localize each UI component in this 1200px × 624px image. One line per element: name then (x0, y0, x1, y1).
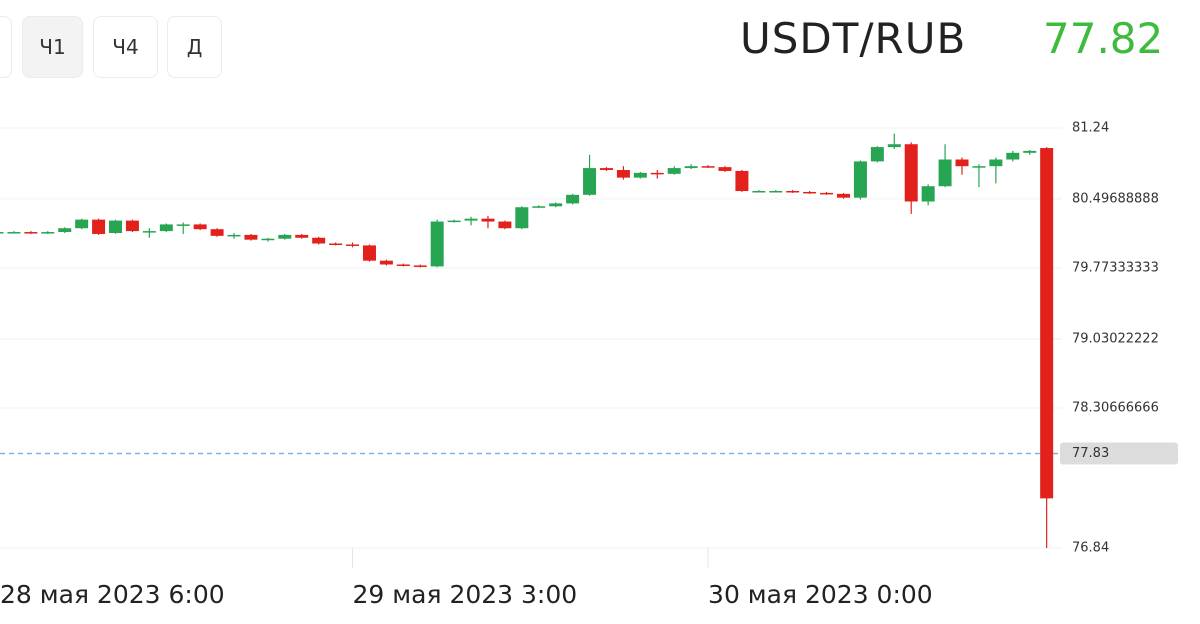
candle-body (278, 234, 292, 239)
candle-body (887, 144, 901, 148)
candle-body (938, 159, 952, 187)
candle-body (261, 238, 275, 241)
candle-body (193, 224, 207, 230)
candle-body (650, 172, 664, 175)
candle-body (532, 206, 546, 208)
candle-body (464, 218, 478, 221)
candle-body (853, 161, 867, 198)
candle-body (447, 220, 461, 223)
y-tick-label: 81.24 (1072, 121, 1109, 136)
candle-body (616, 170, 630, 178)
x-tick-label: 29 мая 2023 3:00 (353, 580, 578, 609)
candle-body (92, 219, 106, 234)
symbol: USDT/RUB (740, 14, 967, 63)
candle-body (718, 167, 732, 171)
candle-body (972, 166, 986, 168)
y-tick-label: 80.49688888 (1072, 191, 1159, 206)
timeframe-button[interactable]: Д (167, 16, 222, 78)
candle-body (904, 144, 918, 202)
candle-body (41, 232, 55, 234)
candle-body (566, 194, 580, 204)
y-tick-label: 78.30666666 (1072, 401, 1159, 416)
candle-body (549, 203, 563, 207)
candle-body (667, 168, 681, 174)
candle-body (24, 232, 38, 234)
candle-body (870, 147, 884, 162)
x-tick-label: 28 мая 2023 6:00 (0, 580, 225, 609)
candle-body (989, 159, 1003, 167)
candle-body (295, 234, 309, 238)
candle-body (481, 218, 495, 222)
candle-body (58, 228, 72, 233)
candle-body (735, 170, 749, 191)
candle-body (312, 237, 326, 244)
timeframe-button[interactable]: Ч1 (22, 16, 83, 78)
candle-body (159, 224, 173, 232)
candle-body (498, 221, 512, 229)
candle-body (837, 193, 850, 198)
y-tick-label: 79.03022222 (1072, 331, 1159, 346)
candle-body (210, 229, 224, 236)
candle-body (227, 234, 241, 237)
candle-body (142, 231, 156, 233)
candle-body (379, 260, 393, 265)
candle-body (786, 191, 800, 193)
y-tick-label: 76.84 (1072, 541, 1109, 556)
candle-body (1023, 150, 1037, 153)
candle-body (396, 264, 410, 266)
y-tick-label: 79.77333333 (1072, 261, 1159, 276)
candle-body (803, 191, 817, 194)
candle-body (599, 168, 613, 170)
candle-body (0, 232, 4, 234)
candle-body (7, 232, 21, 234)
candle-body (955, 159, 969, 167)
candle-body (176, 224, 190, 226)
candle-body (633, 172, 647, 178)
candle-body (75, 219, 89, 229)
candle-body (1006, 152, 1020, 160)
candle-body (329, 243, 343, 245)
candle-body (125, 220, 139, 232)
candle-body (244, 234, 258, 240)
candle-body (430, 221, 444, 267)
price-label: 77.83 (1072, 446, 1109, 461)
candle-body (769, 191, 783, 193)
candle-body (684, 166, 698, 169)
candle-body (109, 220, 123, 233)
candle-body (701, 166, 715, 168)
candle-body (515, 207, 529, 229)
timeframe-button[interactable] (0, 16, 12, 78)
candle-body (820, 192, 834, 195)
candle-body (362, 245, 376, 261)
current-price: 77.82 (1043, 14, 1164, 63)
candle-body (1040, 148, 1054, 499)
candle-body (413, 265, 427, 267)
candle-body (752, 191, 766, 193)
candle-body (583, 168, 597, 195)
x-tick-label: 30 мая 2023 0:00 (708, 580, 933, 609)
candle-body (921, 186, 935, 202)
candle-body (346, 244, 360, 246)
timeframe-button[interactable]: Ч4 (93, 16, 158, 78)
price-label-box (1060, 442, 1178, 465)
